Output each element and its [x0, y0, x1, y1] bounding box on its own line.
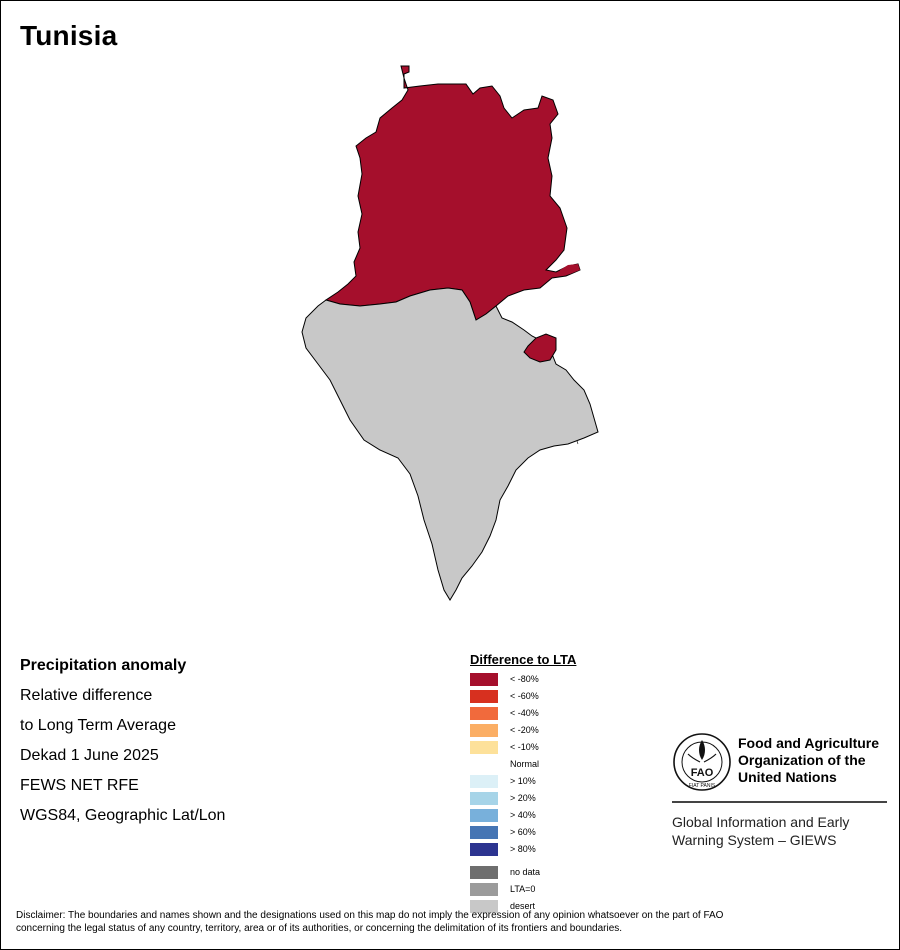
legend-item-label: < -10%: [510, 742, 539, 752]
legend-extra-item-swatch: [470, 900, 498, 913]
legend-extra-item-swatch: [470, 866, 498, 879]
kerkennah-islands: [560, 264, 580, 276]
legend-extra-items: no data LTA=0 desert: [470, 864, 576, 915]
legend-extra-item-swatch: [470, 883, 498, 896]
legend-item-swatch: [470, 741, 498, 754]
fao-logo-text: FAO: [691, 767, 714, 779]
info-line-source: FEWS NET RFE: [20, 777, 139, 794]
legend-item-row: < -40%: [470, 705, 576, 722]
giews-line-1: Global Information and Early: [672, 814, 850, 830]
legend-extra-item-label: LTA=0: [510, 884, 536, 894]
legend-item-swatch: [470, 724, 498, 737]
legend-item-row: > 20%: [470, 790, 576, 807]
disclaimer: Disclaimer: The boundaries and names sho…: [16, 909, 886, 935]
legend-item-row: > 40%: [470, 807, 576, 824]
legend-item-label: > 10%: [510, 776, 536, 786]
legend-item-swatch: [470, 775, 498, 788]
legend-items: < -80% < -60% < -40% < -20% < -10% Normal > 10…: [470, 671, 576, 858]
giews-line-2: Warning System – GIEWS: [672, 832, 837, 848]
info-line-description-2: to Long Term Average: [20, 717, 176, 734]
legend-extra-item-label: desert: [510, 901, 536, 911]
legend-item-swatch: [470, 792, 498, 805]
legend-extra-item-row: desert: [470, 898, 576, 915]
legend-extra-item-label: no data: [510, 867, 541, 877]
legend-item-row: < -10%: [470, 739, 576, 756]
legend-item-swatch: [470, 826, 498, 839]
disclaimer-line-1: Disclaimer: The boundaries and names sho…: [16, 910, 724, 921]
legend-item-label: > 40%: [510, 810, 536, 820]
legend-item-row: Normal: [470, 756, 576, 773]
info-line-variable: Precipitation anomaly: [20, 657, 187, 674]
legend-item-row: > 80%: [470, 841, 576, 858]
info-line-description-1: Relative difference: [20, 687, 153, 704]
map-title: Tunisia: [20, 20, 118, 51]
fao-name-line-1: Food and Agriculture: [738, 735, 880, 751]
fao-name: Food and Agriculture Organization of the…: [738, 735, 879, 786]
legend-item-row: < -80%: [470, 671, 576, 688]
legend-extra-item-row: LTA=0: [470, 881, 576, 898]
disclaimer-line-2: concerning the legal status of any count…: [16, 923, 623, 934]
fao-name-line-3: United Nations: [738, 769, 837, 785]
map-legend: Difference to LTA < -80% < -60% < -40% < -2…: [470, 652, 576, 915]
legend-item-label: > 60%: [510, 827, 536, 837]
legend-item-row: > 60%: [470, 824, 576, 841]
legend-item-label: < -60%: [510, 691, 539, 701]
legend-extra-item-row: no data: [470, 864, 576, 881]
legend-item-swatch: [470, 707, 498, 720]
legend-item-swatch: [470, 690, 498, 703]
giews-name: Global Information and Early Warning Sys…: [672, 813, 849, 849]
map-info: Precipitation anomaly Relative differenc…: [20, 656, 225, 836]
legend-item-label: > 80%: [510, 844, 536, 854]
legend-item-swatch: [470, 758, 498, 771]
info-line-period: Dekad 1 June 2025: [20, 747, 159, 764]
legend-item-label: < -20%: [510, 725, 539, 735]
legend-item-row: < -20%: [470, 722, 576, 739]
info-line-projection: WGS84, Geographic Lat/Lon: [20, 807, 226, 824]
legend-item-swatch: [470, 673, 498, 686]
fao-name-line-2: Organization of the: [738, 752, 866, 768]
legend-item-swatch: [470, 809, 498, 822]
fao-divider: [672, 801, 887, 803]
legend-item-label: Normal: [510, 759, 540, 769]
legend-item-row: > 10%: [470, 773, 576, 790]
legend-item-label: < -40%: [510, 708, 539, 718]
legend-item-label: < -80%: [510, 674, 539, 684]
legend-title: Difference to LTA: [470, 652, 577, 667]
fao-logo-icon: FAO FIAT PANIS: [673, 733, 731, 791]
fao-logo-motto: FIAT PANIS: [689, 783, 716, 789]
legend-item-swatch: [470, 843, 498, 856]
legend-item-row: < -60%: [470, 688, 576, 705]
legend-item-label: > 20%: [510, 793, 536, 803]
